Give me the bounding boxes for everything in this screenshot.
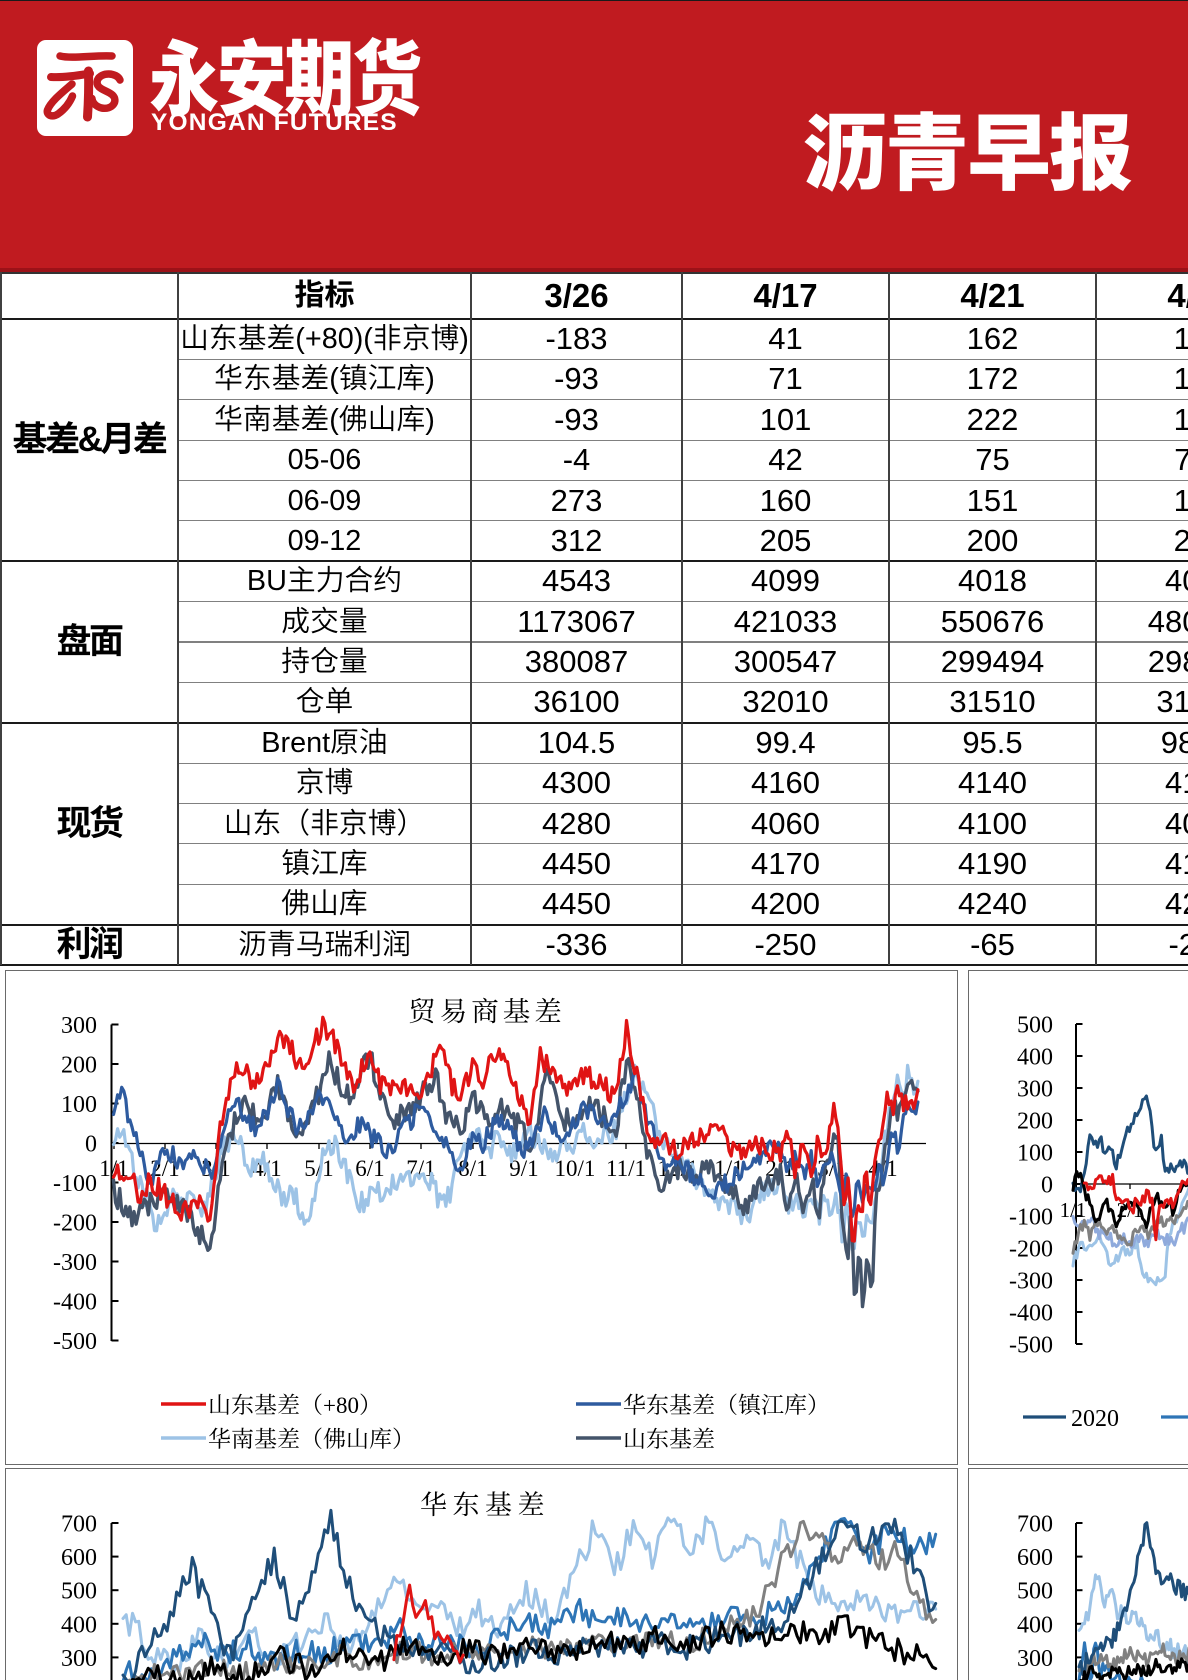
svg-text:-200: -200: [1009, 1237, 1053, 1263]
svg-text:100: 100: [1017, 1141, 1053, 1167]
svg-text:500: 500: [61, 1579, 97, 1605]
svg-text:100: 100: [61, 1092, 97, 1118]
svg-text:-400: -400: [53, 1290, 97, 1316]
svg-text:500: 500: [1017, 1013, 1053, 1039]
svg-text:-300: -300: [53, 1250, 97, 1276]
svg-text:10/1: 10/1: [555, 1156, 596, 1181]
svg-text:200: 200: [61, 1053, 97, 1079]
svg-text:400: 400: [61, 1612, 97, 1638]
svg-text:2020: 2020: [1071, 1406, 1119, 1432]
svg-text:700: 700: [61, 1512, 97, 1538]
svg-text:300: 300: [1017, 1077, 1053, 1103]
svg-text:华东基差: 华东基差: [420, 1483, 550, 1522]
svg-text:700: 700: [1017, 1512, 1053, 1538]
svg-text:-500: -500: [1009, 1333, 1053, 1359]
svg-text:-400: -400: [1009, 1301, 1053, 1327]
svg-text:-200: -200: [53, 1211, 97, 1237]
svg-text:6/1: 6/1: [355, 1156, 384, 1181]
svg-text:山东基差: 山东基差: [623, 1421, 715, 1454]
svg-text:华东基差（镇江库）: 华东基差（镇江库）: [623, 1387, 830, 1420]
svg-text:0: 0: [85, 1132, 97, 1158]
svg-text:-100: -100: [1009, 1205, 1053, 1231]
svg-text:600: 600: [1017, 1545, 1053, 1571]
svg-text:华南基差（佛山库）: 华南基差（佛山库）: [208, 1421, 415, 1454]
svg-text:9/1: 9/1: [509, 1156, 538, 1181]
svg-text:200: 200: [1017, 1109, 1053, 1135]
svg-text:贸易商基差: 贸易商基差: [408, 989, 566, 1029]
svg-text:400: 400: [1017, 1045, 1053, 1071]
svg-text:600: 600: [61, 1545, 97, 1571]
svg-text:0: 0: [1041, 1173, 1053, 1199]
svg-text:400: 400: [1017, 1612, 1053, 1638]
svg-text:500: 500: [1017, 1579, 1053, 1605]
svg-text:-300: -300: [1009, 1269, 1053, 1295]
svg-text:300: 300: [1017, 1646, 1053, 1672]
svg-text:11/1: 11/1: [606, 1156, 646, 1181]
svg-text:-100: -100: [53, 1171, 97, 1197]
svg-text:300: 300: [61, 1013, 97, 1039]
svg-text:山东基差（+80）: 山东基差（+80）: [208, 1387, 382, 1420]
svg-text:-500: -500: [53, 1329, 97, 1355]
svg-text:300: 300: [61, 1646, 97, 1672]
